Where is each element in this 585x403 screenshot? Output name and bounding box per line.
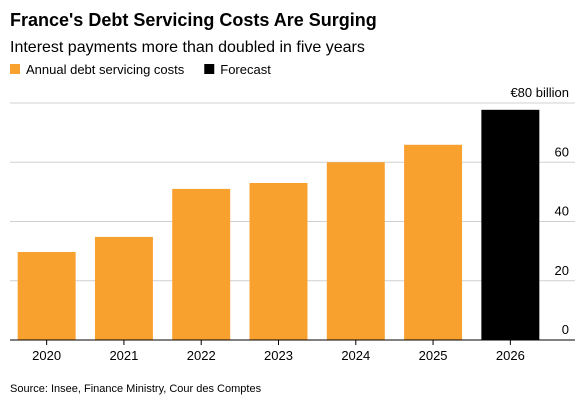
legend-label: Forecast xyxy=(220,62,271,77)
x-tick-label: 2020 xyxy=(32,348,61,363)
y-tick-label: €80 billion xyxy=(510,85,569,100)
legend: Annual debt servicing costs Forecast xyxy=(10,62,271,77)
source: Source: Insee, Finance Ministry, Cour de… xyxy=(10,383,262,395)
bar xyxy=(249,182,308,340)
legend-swatch xyxy=(204,64,215,74)
bar xyxy=(94,236,153,340)
legend-swatch xyxy=(10,64,20,74)
x-tick-label: 2023 xyxy=(264,348,293,363)
y-tick-label: 20 xyxy=(555,263,569,278)
x-tick-label: 2026 xyxy=(496,348,525,363)
x-tick-label: 2025 xyxy=(419,348,448,363)
bar xyxy=(172,188,231,340)
bar xyxy=(326,162,385,340)
chart-subtitle: Interest payments more than doubled in f… xyxy=(10,39,365,56)
legend-label: Annual debt servicing costs xyxy=(26,62,185,77)
y-tick-label: 0 xyxy=(562,322,569,337)
chart-title: France's Debt Servicing Costs Are Surgin… xyxy=(10,10,377,30)
bar xyxy=(17,252,76,340)
bar xyxy=(481,109,540,340)
bar xyxy=(404,144,463,340)
y-tick-label: 60 xyxy=(555,144,569,159)
x-tick-label: 2022 xyxy=(187,348,216,363)
x-tick-label: 2021 xyxy=(109,348,138,363)
x-tick-label: 2024 xyxy=(341,348,370,363)
y-tick-label: 40 xyxy=(555,204,569,219)
